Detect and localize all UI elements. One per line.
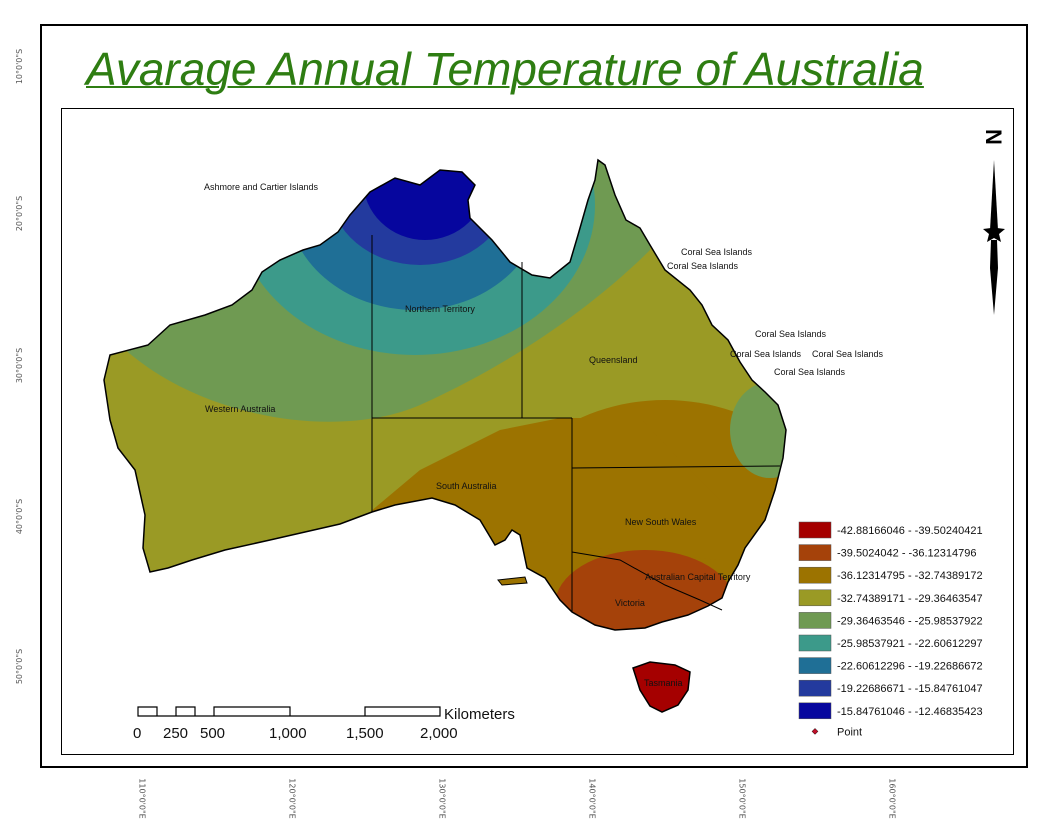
temperature-surface (104, 160, 786, 630)
label-act: Australian Capital Territory (645, 572, 751, 582)
label-south-australia: South Australia (436, 481, 497, 491)
scale-tick-250: 250 (163, 725, 188, 742)
label-western-australia: Western Australia (205, 404, 275, 414)
kangaroo-island-shape (497, 576, 528, 586)
scale-tick-1500: 1,500 (346, 725, 384, 742)
label-queensland: Queensland (589, 355, 638, 365)
map-data-frame (61, 108, 1014, 755)
legend-swatch-9 (798, 702, 832, 720)
scale-bar: Kilometers 0 250 500 1,000 1,500 2,000 (133, 706, 515, 742)
legend-swatch-2 (798, 544, 832, 561)
north-arrow-upper (990, 160, 998, 230)
legend-swatch-4 (798, 589, 832, 607)
scale-bar-outline (137, 706, 441, 717)
legend-swatch-7 (798, 657, 832, 674)
north-arrow-star-icon (983, 220, 1005, 242)
tasmania-shape (632, 661, 691, 713)
label-coral-sea-1: Coral Sea Islands (681, 247, 753, 257)
legend: -42.88166046 - -39.50240421 -39.5024042 -… (798, 521, 983, 738)
legend-point-symbol (811, 728, 819, 735)
band-class-9 (363, 160, 487, 240)
legend-label-2: -39.5024042 - -36.12314796 (837, 548, 976, 560)
scale-tick-0: 0 (133, 725, 141, 742)
scale-tick-2000: 2,000 (420, 725, 458, 742)
label-victoria: Victoria (615, 598, 645, 608)
north-arrow-letter: N (981, 129, 1006, 145)
scale-tick-500: 500 (200, 725, 225, 742)
border-qld-nsw (571, 465, 781, 469)
legend-label-9: -15.84761046 - -12.46835423 (837, 706, 983, 718)
north-arrow-lower (990, 240, 998, 315)
mainland-coastline (103, 158, 787, 631)
border-nsw-vic (571, 551, 723, 611)
scale-tick-1000: 1,000 (269, 725, 307, 742)
legend-label-7: -22.60612296 - -19.22686672 (837, 661, 983, 673)
legend-swatch-6 (798, 634, 832, 652)
legend-label-8: -19.22686671 - -15.84761047 (837, 683, 983, 695)
legend-swatch-5 (798, 612, 832, 629)
label-coral-sea-3: Coral Sea Islands (755, 329, 827, 339)
band-class-5-east (730, 382, 786, 478)
state-borders (371, 235, 781, 612)
legend-label-6: -25.98537921 - -22.60612297 (837, 638, 983, 650)
label-coral-sea-2: Coral Sea Islands (667, 261, 739, 271)
band-class-2 (555, 550, 735, 630)
legend-label-5: -29.36463546 - -25.98537922 (837, 615, 983, 627)
label-coral-sea-4: Coral Sea Islands (730, 349, 802, 359)
label-coral-sea-5: Coral Sea Islands (812, 349, 884, 359)
legend-label-1: -42.88166046 - -39.50240421 (837, 525, 983, 537)
scale-unit: Kilometers (444, 706, 515, 723)
label-northern-territory: Northern Territory (405, 304, 475, 314)
map-layout-frame (40, 24, 1028, 768)
legend-label-3: -36.12314795 - -32.74389172 (837, 570, 983, 582)
north-arrow: N (981, 129, 1006, 315)
legend-swatch-3 (798, 566, 832, 584)
label-tasmania: Tasmania (644, 678, 683, 688)
label-new-south-wales: New South Wales (625, 517, 697, 527)
label-ashmore: Ashmore and Cartier Islands (204, 182, 319, 192)
label-coral-sea-6: Coral Sea Islands (774, 367, 846, 377)
legend-swatch-8 (798, 679, 832, 697)
legend-label-4: -32.74389171 - -29.36463547 (837, 593, 983, 605)
map-title: Avarage Annual Temperature of Australia (86, 43, 924, 95)
legend-swatch-1 (798, 521, 832, 539)
legend-point-label: Point (837, 726, 862, 738)
